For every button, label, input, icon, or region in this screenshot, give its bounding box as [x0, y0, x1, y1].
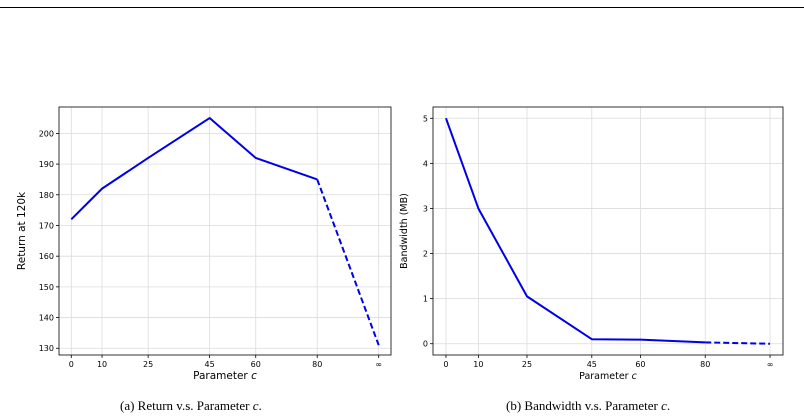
chart-0-ytick-label-5: 180	[39, 191, 54, 200]
chart-0-ytick-label-0: 130	[39, 344, 54, 353]
chart-0-xtick-label-1: 10	[97, 360, 107, 369]
chart-0-xtick-label-2: 25	[143, 360, 153, 369]
chart-0-xtick-label-6: ∞	[375, 360, 382, 369]
chart-1-ytick-label-3: 3	[423, 204, 428, 213]
chart-1-xtick-label-3: 45	[587, 360, 597, 369]
chart-1-xtick-label-5: 80	[700, 360, 710, 369]
chart-1-xtick-label-0: 0	[443, 360, 448, 369]
chart-1-xtick-label-2: 25	[522, 360, 532, 369]
chart-1-ytick-label-0: 0	[423, 340, 428, 349]
chart-1-ytick-label-1: 1	[423, 295, 428, 304]
chart-0-xtick-label-5: 80	[312, 360, 322, 369]
chart-1-x-axis-title: Parameter c	[579, 371, 637, 382]
chart-0-ytick-label-1: 140	[39, 314, 54, 323]
top-rule	[0, 7, 804, 8]
caption-b: (b) Bandwidth v.s. Parameter c.	[506, 398, 671, 413]
chart-1-ytick-label-2: 2	[423, 250, 428, 259]
chart-1-series-line-dashed	[705, 341, 771, 345]
chart-1-plot-frame	[432, 106, 784, 356]
chart-1-y-axis-title: Bandwidth (MB)	[399, 193, 410, 269]
chart-0-ytick-label-6: 190	[39, 160, 54, 169]
chart-1-xtick-label-4: 60	[635, 360, 645, 369]
chart-0-xtick-label-4: 60	[251, 360, 261, 369]
chart-1-ytick-label-4: 4	[423, 159, 428, 168]
chart-1-xtick-label-1: 10	[473, 360, 483, 369]
chart-0-plot-frame	[58, 106, 392, 356]
chart-0-series-line-solid	[70, 117, 318, 221]
chart-1-ytick-label-5: 5	[423, 114, 428, 123]
caption-a: (a) Return v.s. Parameter c.	[120, 398, 262, 413]
chart-0-ytick-label-3: 160	[39, 252, 54, 261]
chart-0-series-line-dashed	[316, 179, 380, 346]
chart-0-x-axis-title: Parameter c	[193, 370, 257, 382]
chart-0-xtick-label-0: 0	[69, 360, 74, 369]
chart-1-series-line-solid	[445, 117, 706, 344]
chart-0-xtick-label-3: 45	[205, 360, 215, 369]
chart-0-ytick-label-2: 150	[39, 283, 54, 292]
chart-1-xtick-label-6: ∞	[767, 360, 774, 369]
chart-0-ytick-label-7: 200	[39, 129, 54, 138]
chart-0-ytick-label-4: 170	[39, 221, 54, 230]
return-vs-parameter-chart: 0 10 25 45 60 80 ∞ 130 140 150 160 170 180 190 200 Para…	[16, 106, 392, 382]
chart-0-y-axis-title: Return at 120k	[16, 191, 28, 270]
